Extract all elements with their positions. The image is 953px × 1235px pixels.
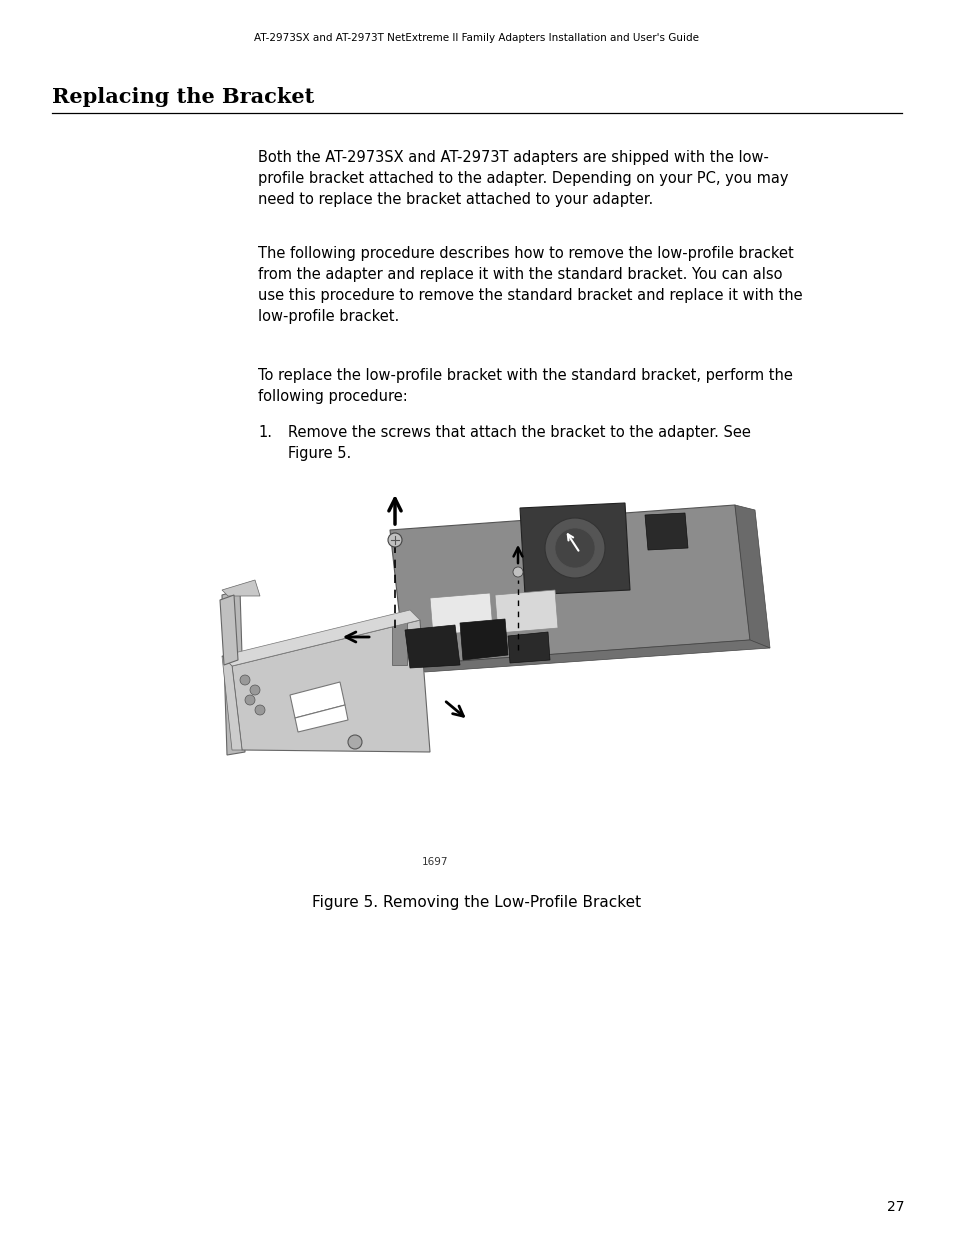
Polygon shape	[459, 619, 507, 659]
Polygon shape	[390, 505, 749, 664]
Polygon shape	[734, 505, 769, 648]
Text: AT-2973SX and AT-2973T NetExtreme II Family Adapters Installation and User's Gui: AT-2973SX and AT-2973T NetExtreme II Fam…	[254, 33, 699, 43]
Circle shape	[348, 735, 361, 748]
Circle shape	[388, 534, 401, 547]
Polygon shape	[392, 620, 407, 664]
Polygon shape	[222, 590, 245, 755]
Circle shape	[544, 517, 604, 578]
Polygon shape	[644, 513, 687, 550]
Circle shape	[245, 695, 254, 705]
Text: Remove the screws that attach the bracket to the adapter. See
Figure 5.: Remove the screws that attach the bracke…	[288, 425, 750, 461]
Text: To replace the low-profile bracket with the standard bracket, perform the
follow: To replace the low-profile bracket with …	[257, 368, 792, 404]
Circle shape	[240, 676, 250, 685]
Polygon shape	[290, 682, 345, 718]
Polygon shape	[507, 632, 550, 663]
Polygon shape	[222, 580, 260, 597]
Text: Both the AT-2973SX and AT-2973T adapters are shipped with the low-
profile brack: Both the AT-2973SX and AT-2973T adapters…	[257, 149, 788, 207]
Text: 27: 27	[886, 1200, 904, 1214]
Polygon shape	[232, 620, 430, 752]
Polygon shape	[495, 590, 558, 634]
Text: Replacing the Bracket: Replacing the Bracket	[52, 86, 314, 107]
Polygon shape	[222, 610, 419, 666]
Circle shape	[513, 567, 522, 577]
Text: 1.: 1.	[257, 425, 272, 440]
Text: The following procedure describes how to remove the low-profile bracket
from the: The following procedure describes how to…	[257, 246, 801, 324]
Polygon shape	[220, 595, 237, 664]
Polygon shape	[405, 640, 769, 672]
Text: 1697: 1697	[421, 857, 448, 867]
Polygon shape	[519, 503, 629, 595]
Polygon shape	[405, 625, 459, 668]
Text: Figure 5. Removing the Low-Profile Bracket: Figure 5. Removing the Low-Profile Brack…	[313, 895, 640, 910]
Polygon shape	[430, 593, 493, 635]
Polygon shape	[294, 705, 348, 732]
Circle shape	[254, 705, 265, 715]
Circle shape	[555, 529, 595, 568]
Polygon shape	[222, 656, 242, 750]
Circle shape	[250, 685, 260, 695]
